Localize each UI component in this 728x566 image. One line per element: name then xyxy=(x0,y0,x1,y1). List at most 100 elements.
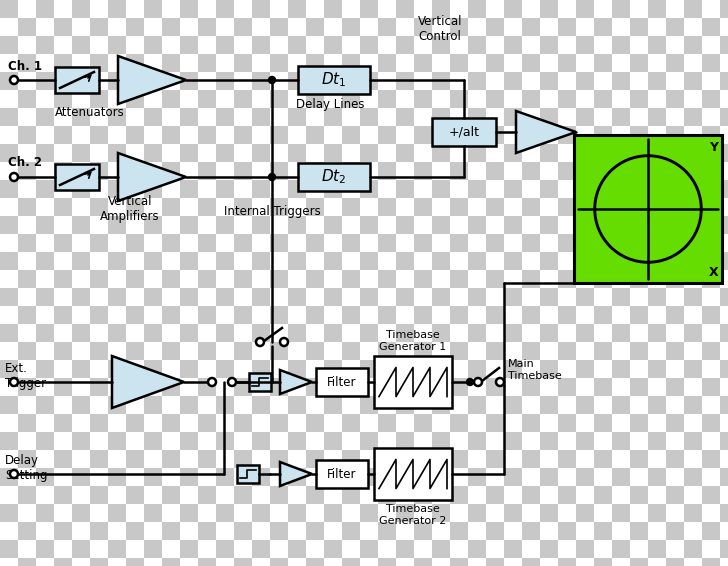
Bar xyxy=(198,468,216,486)
Bar xyxy=(612,378,630,396)
Bar xyxy=(342,522,360,540)
Bar xyxy=(486,288,504,306)
Bar xyxy=(360,360,378,378)
Bar xyxy=(180,378,198,396)
Bar xyxy=(594,342,612,360)
Bar xyxy=(54,54,72,72)
Bar xyxy=(342,234,360,252)
Bar xyxy=(36,360,54,378)
Bar xyxy=(684,522,702,540)
Bar xyxy=(396,288,414,306)
Bar xyxy=(414,126,432,144)
Bar xyxy=(630,306,648,324)
Bar xyxy=(378,126,396,144)
Bar xyxy=(198,0,216,18)
Bar xyxy=(306,90,324,108)
Bar xyxy=(396,54,414,72)
Bar xyxy=(558,270,576,288)
Bar xyxy=(432,324,450,342)
Bar xyxy=(648,72,666,90)
Bar xyxy=(486,90,504,108)
Bar xyxy=(450,378,468,396)
Bar xyxy=(54,18,72,36)
Bar xyxy=(54,504,72,522)
Bar xyxy=(162,198,180,216)
Bar xyxy=(684,486,702,504)
Bar xyxy=(288,144,306,162)
Bar xyxy=(540,324,558,342)
Bar xyxy=(630,180,648,198)
Bar xyxy=(414,540,432,558)
Bar xyxy=(396,18,414,36)
Bar xyxy=(198,558,216,566)
Bar xyxy=(216,450,234,468)
Bar xyxy=(270,288,288,306)
Bar xyxy=(234,396,252,414)
Bar xyxy=(324,468,342,486)
Bar xyxy=(288,342,306,360)
Bar xyxy=(108,54,126,72)
Bar xyxy=(360,288,378,306)
Bar xyxy=(702,378,720,396)
Bar xyxy=(702,216,720,234)
Bar xyxy=(36,450,54,468)
Bar xyxy=(576,396,594,414)
Bar xyxy=(180,558,198,566)
Bar xyxy=(522,36,540,54)
Bar xyxy=(108,540,126,558)
Bar xyxy=(594,216,612,234)
Bar xyxy=(288,252,306,270)
Bar xyxy=(360,342,378,360)
Bar xyxy=(720,306,728,324)
Bar xyxy=(486,270,504,288)
Bar xyxy=(504,378,522,396)
Bar xyxy=(234,0,252,18)
Bar xyxy=(414,306,432,324)
Bar xyxy=(486,378,504,396)
Bar xyxy=(702,450,720,468)
Bar xyxy=(378,324,396,342)
Bar xyxy=(126,198,144,216)
Bar xyxy=(162,90,180,108)
Bar xyxy=(666,72,684,90)
Bar xyxy=(558,306,576,324)
Bar xyxy=(612,234,630,252)
Bar xyxy=(414,450,432,468)
Bar xyxy=(252,90,270,108)
Bar xyxy=(522,414,540,432)
Bar xyxy=(360,558,378,566)
Bar xyxy=(666,126,684,144)
Bar xyxy=(702,396,720,414)
Bar xyxy=(180,468,198,486)
Bar xyxy=(666,54,684,72)
Bar xyxy=(90,216,108,234)
Bar xyxy=(720,468,728,486)
Bar xyxy=(36,216,54,234)
Bar xyxy=(342,540,360,558)
Bar xyxy=(558,234,576,252)
Bar xyxy=(270,162,288,180)
Bar xyxy=(90,36,108,54)
Bar xyxy=(576,126,594,144)
Bar xyxy=(0,396,18,414)
Bar xyxy=(180,504,198,522)
Bar xyxy=(666,432,684,450)
Bar xyxy=(486,72,504,90)
Bar xyxy=(396,0,414,18)
Bar xyxy=(126,90,144,108)
Bar xyxy=(504,108,522,126)
Bar xyxy=(54,378,72,396)
Bar xyxy=(288,396,306,414)
Bar xyxy=(684,180,702,198)
Circle shape xyxy=(208,378,216,386)
Bar xyxy=(216,522,234,540)
Polygon shape xyxy=(112,356,184,408)
Bar xyxy=(576,288,594,306)
Bar xyxy=(720,288,728,306)
Bar xyxy=(126,180,144,198)
Bar xyxy=(666,144,684,162)
Bar xyxy=(198,108,216,126)
Bar xyxy=(522,486,540,504)
Bar xyxy=(648,378,666,396)
Bar xyxy=(18,108,36,126)
